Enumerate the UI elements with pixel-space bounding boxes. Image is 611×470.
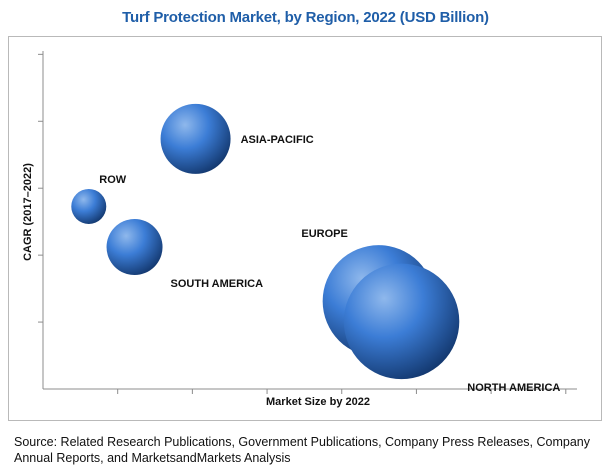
bubble-label-asia-pacific: ASIA-PACIFIC — [241, 134, 314, 146]
bubble-label-europe: EUROPE — [301, 228, 347, 240]
bubble-labels: ROW ASIA-PACIFIC SOUTH AMERICA EUROPE NORTH … — [99, 134, 560, 394]
bubble-label-south-america: SOUTH AMERICA — [171, 278, 264, 290]
bubble-asia-pacific — [160, 103, 231, 174]
bubbles — [71, 103, 460, 380]
chart-frame — [8, 36, 602, 421]
bubble-label-row: ROW — [99, 174, 127, 186]
x-axis-label: Market Size by 2022 — [266, 396, 370, 408]
bubble-label-north-america: NORTH AMERICA — [467, 382, 560, 394]
bubble-south-america — [106, 219, 163, 276]
axes — [38, 51, 577, 394]
chart-title: Turf Protection Market, by Region, 2022 … — [122, 9, 489, 26]
bubble-north-america — [343, 263, 460, 380]
source-note: Source: Related Research Publications, G… — [14, 435, 590, 465]
bubble-row — [71, 188, 107, 224]
y-axis-label: CAGR (2017–2022) — [22, 163, 34, 261]
